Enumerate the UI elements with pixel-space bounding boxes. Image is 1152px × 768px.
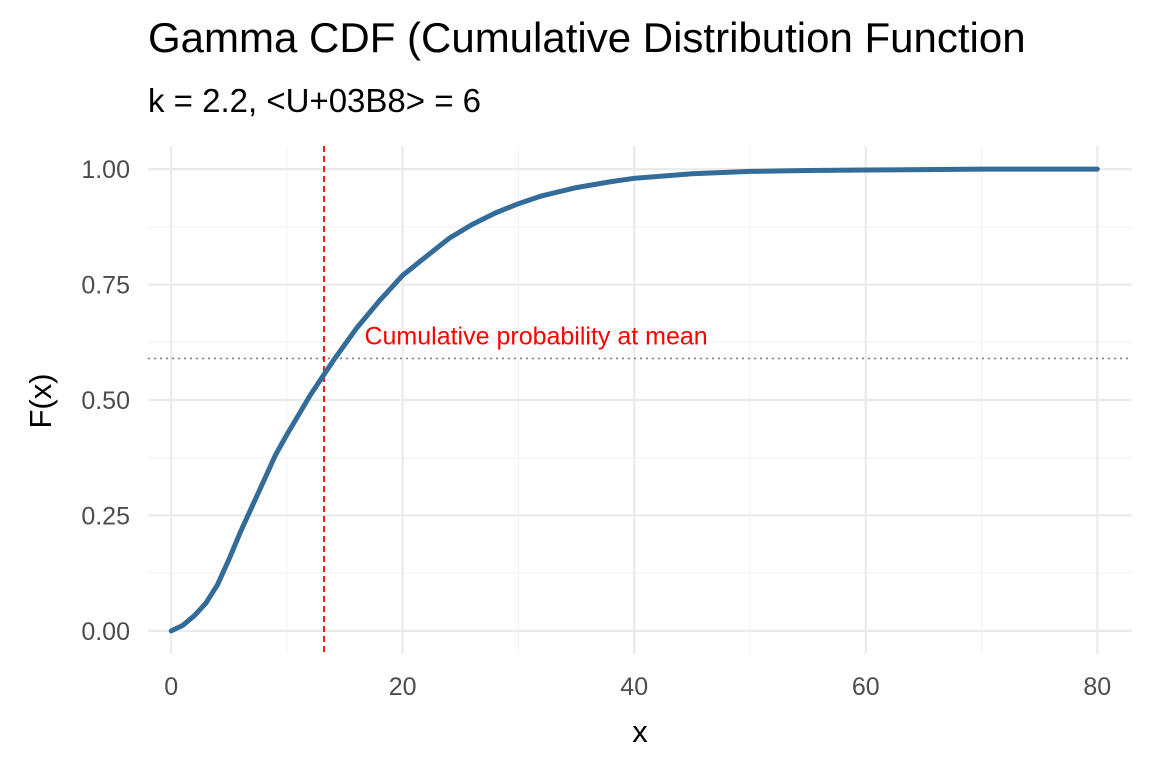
minor-grid [148, 146, 1132, 654]
chart-title: Gamma CDF (Cumulative Distribution Funct… [148, 14, 1026, 61]
major-grid [148, 146, 1132, 654]
x-axis-ticks: 0 20 40 60 80 [164, 673, 1111, 701]
x-tick-label: 60 [852, 673, 880, 701]
x-axis-title: x [632, 714, 648, 749]
mean-annotation: Cumulative probability at mean [364, 323, 707, 351]
x-tick-label: 0 [164, 673, 178, 701]
reference-lines [148, 146, 1132, 654]
y-tick-label: 0.25 [81, 502, 130, 530]
x-tick-label: 80 [1083, 673, 1111, 701]
x-tick-label: 20 [389, 673, 417, 701]
chart-subtitle: k = 2.2, <U+03B8> = 6 [148, 82, 481, 119]
x-tick-label: 40 [620, 673, 648, 701]
y-tick-label: 0.50 [81, 387, 130, 415]
y-tick-label: 0.00 [81, 618, 130, 646]
cdf-line [168, 166, 1100, 634]
y-tick-label: 1.00 [81, 156, 130, 184]
y-axis-ticks: 0.00 0.25 0.50 0.75 1.00 [81, 156, 130, 646]
y-axis-title: F(x) [23, 373, 58, 428]
y-tick-label: 0.75 [81, 272, 130, 300]
series-layer [168, 166, 1100, 634]
